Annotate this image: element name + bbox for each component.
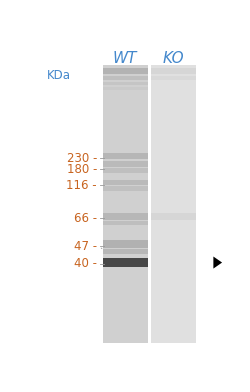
Polygon shape [214,256,222,269]
Text: WT: WT [113,51,138,66]
Text: 180 -: 180 - [67,163,97,176]
Bar [103,153,148,159]
Bar [103,240,148,248]
Bar [103,168,148,172]
Bar [103,249,148,254]
Bar [103,65,148,343]
Text: KO: KO [163,51,184,66]
Bar [152,76,196,80]
Text: 40 -: 40 - [74,257,97,270]
Bar [103,213,148,220]
Bar [103,82,148,85]
Bar [103,180,148,185]
Text: 116 -: 116 - [66,179,97,192]
Bar [103,161,148,167]
Bar [103,67,148,74]
Bar [152,65,196,343]
Text: 230 -: 230 - [67,152,97,165]
Bar [103,221,148,225]
Text: 47 -: 47 - [74,240,97,253]
Bar [103,187,148,191]
Bar [152,67,196,74]
Text: 66 -: 66 - [74,212,97,225]
Bar [148,65,152,343]
Bar [103,258,148,267]
Bar [103,87,148,90]
Bar [152,213,196,220]
Text: KDa: KDa [47,69,71,82]
Bar [103,76,148,80]
